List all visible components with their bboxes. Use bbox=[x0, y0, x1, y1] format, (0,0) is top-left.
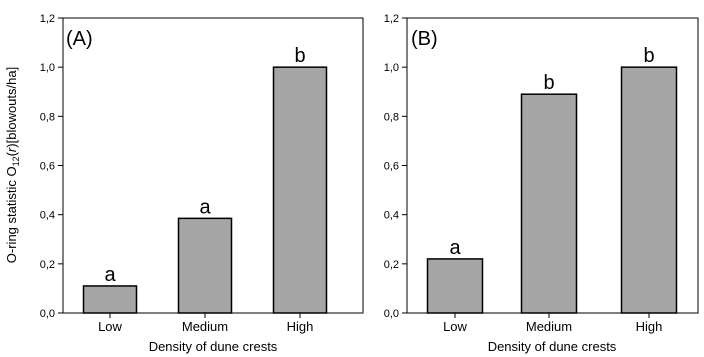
y-tick-label-b-1: 0,2 bbox=[384, 259, 399, 271]
y-tick-label-a-4: 0,8 bbox=[40, 111, 55, 123]
x-tick-label-a-medium: Medium bbox=[182, 319, 228, 334]
y-tick-label-b-6: 1,2 bbox=[384, 13, 399, 25]
significance-letter-b-2: b bbox=[643, 45, 654, 67]
bar-b-medium bbox=[520, 93, 578, 314]
significance-letter-a-1: a bbox=[199, 196, 211, 218]
y-tick-label-b-5: 1,0 bbox=[384, 62, 399, 74]
y-tick-label-a-3: 0,6 bbox=[40, 161, 55, 173]
x-tick-label-a-low: Low bbox=[98, 319, 122, 334]
x-tick-label-b-high: High bbox=[636, 319, 663, 334]
y-tick-label-a-1: 0,2 bbox=[40, 259, 55, 271]
y-axis-label-subscript: 12 bbox=[11, 156, 21, 166]
y-tick-label-b-2: 0,4 bbox=[384, 210, 399, 222]
y-tick-label-a-2: 0,4 bbox=[40, 210, 55, 222]
bar-a-low bbox=[82, 285, 138, 314]
bar-b-low bbox=[426, 258, 484, 314]
y-tick-label-b-3: 0,6 bbox=[384, 161, 399, 173]
chart-panel-b: (B) Density of dune crests 0,0 0,2 0,4 0,6 0… bbox=[384, 13, 699, 354]
chart-panel-a: (A) O-ring statistic O12(r)[blowouts/ha]… bbox=[4, 13, 364, 354]
x-axis-label-a: Density of dune crests bbox=[149, 339, 278, 354]
significance-letter-a-0: a bbox=[104, 264, 116, 286]
y-tick-label-b-0: 0,0 bbox=[384, 308, 399, 320]
x-tick-label-b-low: Low bbox=[443, 319, 467, 334]
significance-letter-b-1: b bbox=[543, 72, 554, 94]
significance-letter-a-2: b bbox=[294, 45, 305, 67]
x-tick-label-a-high: High bbox=[287, 319, 314, 334]
significance-letter-b-0: a bbox=[449, 237, 461, 259]
y-axis-label-italic: r bbox=[4, 147, 19, 152]
x-tick-label-b-medium: Medium bbox=[526, 319, 572, 334]
panel-label-b: (B) bbox=[411, 28, 438, 50]
y-axis-label-prefix: O-ring statistic O bbox=[4, 166, 19, 263]
panel-label-a: (A) bbox=[66, 28, 93, 50]
y-axis-label-paren-close: ) bbox=[4, 143, 19, 147]
bar-b-high bbox=[620, 66, 678, 314]
y-tick-label-a-0: 0,0 bbox=[40, 308, 55, 320]
bar-a-medium bbox=[177, 217, 233, 314]
y-axis-label-suffix: [blowouts/ha] bbox=[4, 67, 19, 144]
y-tick-label-a-6: 1,2 bbox=[40, 13, 55, 25]
y-axis-label: O-ring statistic O12(r)[blowouts/ha] bbox=[4, 67, 21, 263]
y-tick-label-b-4: 0,8 bbox=[384, 111, 399, 123]
x-axis-label-b: Density of dune crests bbox=[488, 339, 617, 354]
bar-a-high bbox=[272, 66, 328, 314]
y-axis-label-paren-open: ( bbox=[4, 151, 19, 156]
y-tick-label-a-5: 1,0 bbox=[40, 62, 55, 74]
